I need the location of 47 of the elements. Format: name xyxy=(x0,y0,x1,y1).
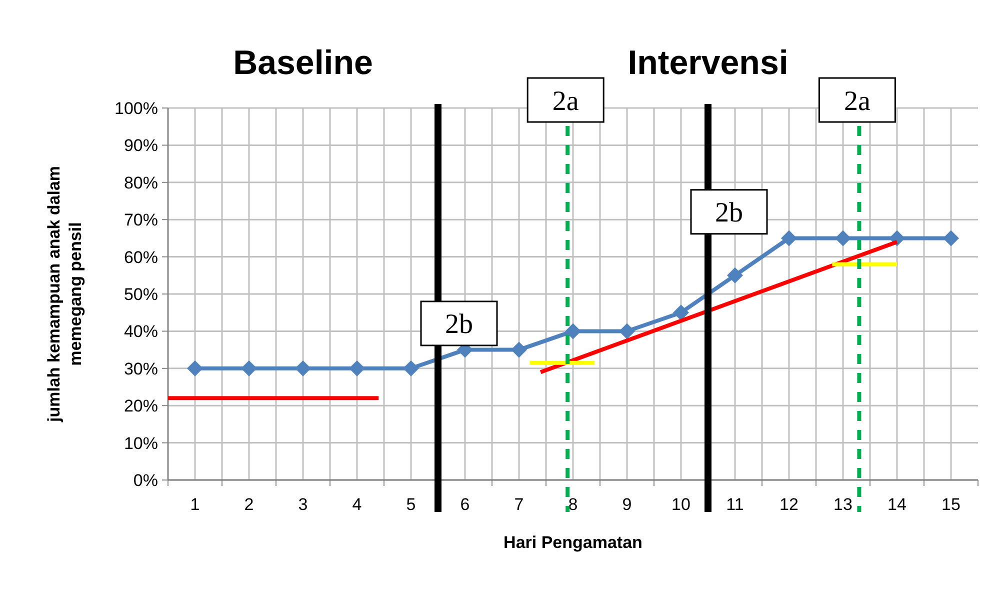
y-tick-label: 90% xyxy=(124,136,158,156)
y-tick-label: 20% xyxy=(124,396,158,416)
x-tick-label: 3 xyxy=(298,495,308,514)
y-tick-label: 40% xyxy=(124,322,158,342)
x-tick-label: 15 xyxy=(942,495,960,514)
y-tick-label: 70% xyxy=(124,210,158,230)
x-tick-label: 9 xyxy=(622,495,632,514)
point xyxy=(835,230,851,246)
ref-line-label: 2b xyxy=(445,309,473,340)
ref-line-label: 2a xyxy=(844,86,871,117)
x-tick-label: 10 xyxy=(672,495,690,514)
x-tick-label: 4 xyxy=(352,495,362,514)
point xyxy=(187,360,203,376)
point xyxy=(673,304,689,321)
x-tick-label: 14 xyxy=(888,495,906,514)
ref-line-label: 2b xyxy=(715,198,743,229)
x-tick-label: 11 xyxy=(726,495,744,514)
point xyxy=(241,360,257,376)
y-tick-label: 0% xyxy=(133,470,158,490)
x-tick-label: 6 xyxy=(460,495,470,514)
point xyxy=(349,360,365,376)
ref-line-label: 2a xyxy=(552,86,580,117)
x-tick-label: 8 xyxy=(568,495,578,514)
x-tick-label: 2 xyxy=(244,495,254,514)
x-tick-label: 13 xyxy=(834,495,852,514)
x-tick-label: 5 xyxy=(406,495,416,514)
y-tick-label: 50% xyxy=(124,284,158,304)
point xyxy=(781,230,797,246)
y-tick-label: 60% xyxy=(124,248,158,267)
point xyxy=(295,360,311,376)
x-tick-label: 1 xyxy=(190,495,200,514)
y-tick-label: 100% xyxy=(114,98,158,118)
text: Intervensi xyxy=(628,44,788,82)
point xyxy=(565,323,581,340)
y-tick-label: 10% xyxy=(124,434,158,453)
point xyxy=(511,342,527,358)
x-tick-label: 12 xyxy=(780,495,798,514)
point xyxy=(727,267,743,284)
text: Baseline xyxy=(233,44,373,82)
point xyxy=(403,360,419,376)
x-axis-title: Hari Pengamatan xyxy=(504,533,642,552)
point xyxy=(943,230,959,246)
x-tick-label: 7 xyxy=(514,495,524,514)
y-tick-label: 80% xyxy=(124,173,158,192)
y-axis-title: jumlah kemampuan anak dalam memegang pensil xyxy=(44,166,85,424)
point xyxy=(619,323,635,340)
y-tick-label: 30% xyxy=(124,359,158,378)
